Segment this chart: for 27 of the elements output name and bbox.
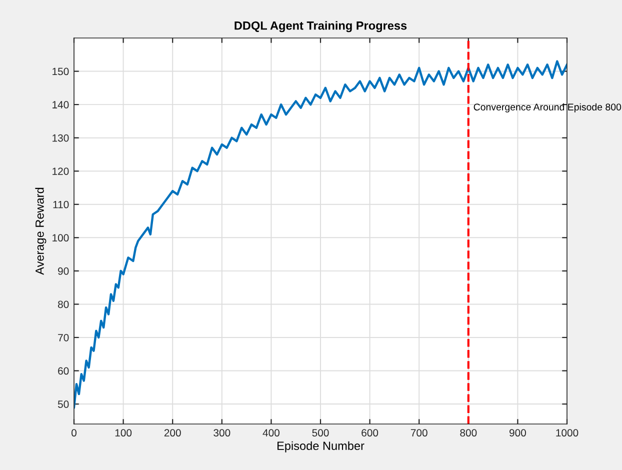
y-tick-label: 120 bbox=[52, 168, 69, 175]
y-tick-label: 140 bbox=[52, 101, 69, 108]
x-tick-label: 600 bbox=[362, 429, 378, 437]
annotation: Convergence Around Episode 800 bbox=[474, 103, 622, 112]
x-tick-label: 0 bbox=[72, 429, 76, 437]
x-tick-label: 400 bbox=[262, 429, 280, 437]
x-tick-label: 200 bbox=[164, 429, 181, 437]
y-tick-label: 80 bbox=[58, 300, 69, 308]
chart-title: DDQL Agent Training Progress bbox=[234, 21, 407, 32]
y-tick-label: 70 bbox=[58, 334, 69, 342]
y-tick-label: 90 bbox=[58, 267, 69, 275]
y-tick-label: 130 bbox=[52, 134, 69, 142]
x-tick-label: 800 bbox=[460, 429, 477, 437]
y-tick-label: 110 bbox=[53, 200, 69, 208]
x-tick-label: 1000 bbox=[556, 429, 578, 437]
y-axis-title: Average Reward bbox=[35, 188, 46, 275]
x-tick-label: 700 bbox=[410, 429, 428, 437]
x-tick-label: 900 bbox=[510, 429, 526, 437]
x-tick-label: 300 bbox=[214, 429, 230, 437]
x-tick-label: 100 bbox=[115, 429, 132, 437]
y-tick-label: 150 bbox=[52, 68, 69, 76]
y-tick-label: 100 bbox=[52, 234, 69, 242]
y-tick-label: 50 bbox=[58, 400, 69, 408]
y-tick-label: 60 bbox=[58, 367, 69, 375]
x-tick-label: 500 bbox=[312, 429, 329, 437]
line-series bbox=[74, 60, 567, 408]
x-axis-title: Episode Number bbox=[278, 441, 364, 452]
